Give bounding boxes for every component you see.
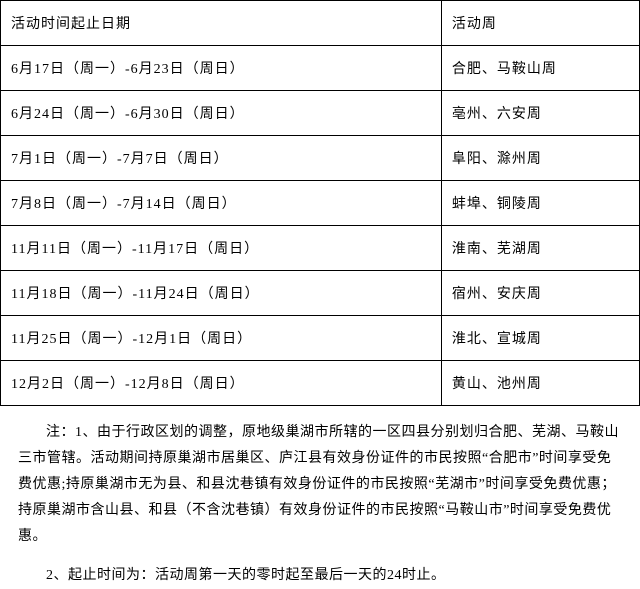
table-row: 6月17日（周一）-6月23日（周日） 合肥、马鞍山周 — [1, 46, 640, 91]
cell-week: 亳州、六安周 — [441, 91, 639, 136]
cell-dates: 7月1日（周一）-7月7日（周日） — [1, 136, 442, 181]
table-row: 7月1日（周一）-7月7日（周日） 阜阳、滁州周 — [1, 136, 640, 181]
table-row: 6月24日（周一）-6月30日（周日） 亳州、六安周 — [1, 91, 640, 136]
cell-week: 黄山、池州周 — [441, 361, 639, 406]
cell-week: 宿州、安庆周 — [441, 271, 639, 316]
table-row: 7月8日（周一）-7月14日（周日） 蚌埠、铜陵周 — [1, 181, 640, 226]
header-dates: 活动时间起止日期 — [1, 1, 442, 46]
cell-dates: 6月17日（周一）-6月23日（周日） — [1, 46, 442, 91]
schedule-table: 活动时间起止日期 活动周 6月17日（周一）-6月23日（周日） 合肥、马鞍山周… — [0, 0, 640, 406]
table-row: 11月11日（周一）-11月17日（周日） 淮南、芜湖周 — [1, 226, 640, 271]
cell-dates: 11月25日（周一）-12月1日（周日） — [1, 316, 442, 361]
cell-week: 淮南、芜湖周 — [441, 226, 639, 271]
table-row: 12月2日（周一）-12月8日（周日） 黄山、池州周 — [1, 361, 640, 406]
table-header-row: 活动时间起止日期 活动周 — [1, 1, 640, 46]
cell-dates: 12月2日（周一）-12月8日（周日） — [1, 361, 442, 406]
notes-section: 注：1、由于行政区划的调整，原地级巢湖市所辖的一区四县分别划归合肥、芜湖、马鞍山… — [0, 406, 640, 589]
table-row: 11月25日（周一）-12月1日（周日） 淮北、宣城周 — [1, 316, 640, 361]
cell-week: 淮北、宣城周 — [441, 316, 639, 361]
header-week: 活动周 — [441, 1, 639, 46]
table-row: 11月18日（周一）-11月24日（周日） 宿州、安庆周 — [1, 271, 640, 316]
note-1: 注：1、由于行政区划的调整，原地级巢湖市所辖的一区四县分别划归合肥、芜湖、马鞍山… — [18, 420, 622, 549]
cell-week: 蚌埠、铜陵周 — [441, 181, 639, 226]
cell-dates: 7月8日（周一）-7月14日（周日） — [1, 181, 442, 226]
note-2: 2、起止时间为：活动周第一天的零时起至最后一天的24时止。 — [18, 563, 622, 589]
cell-dates: 11月18日（周一）-11月24日（周日） — [1, 271, 442, 316]
cell-dates: 6月24日（周一）-6月30日（周日） — [1, 91, 442, 136]
cell-week: 合肥、马鞍山周 — [441, 46, 639, 91]
cell-week: 阜阳、滁州周 — [441, 136, 639, 181]
cell-dates: 11月11日（周一）-11月17日（周日） — [1, 226, 442, 271]
